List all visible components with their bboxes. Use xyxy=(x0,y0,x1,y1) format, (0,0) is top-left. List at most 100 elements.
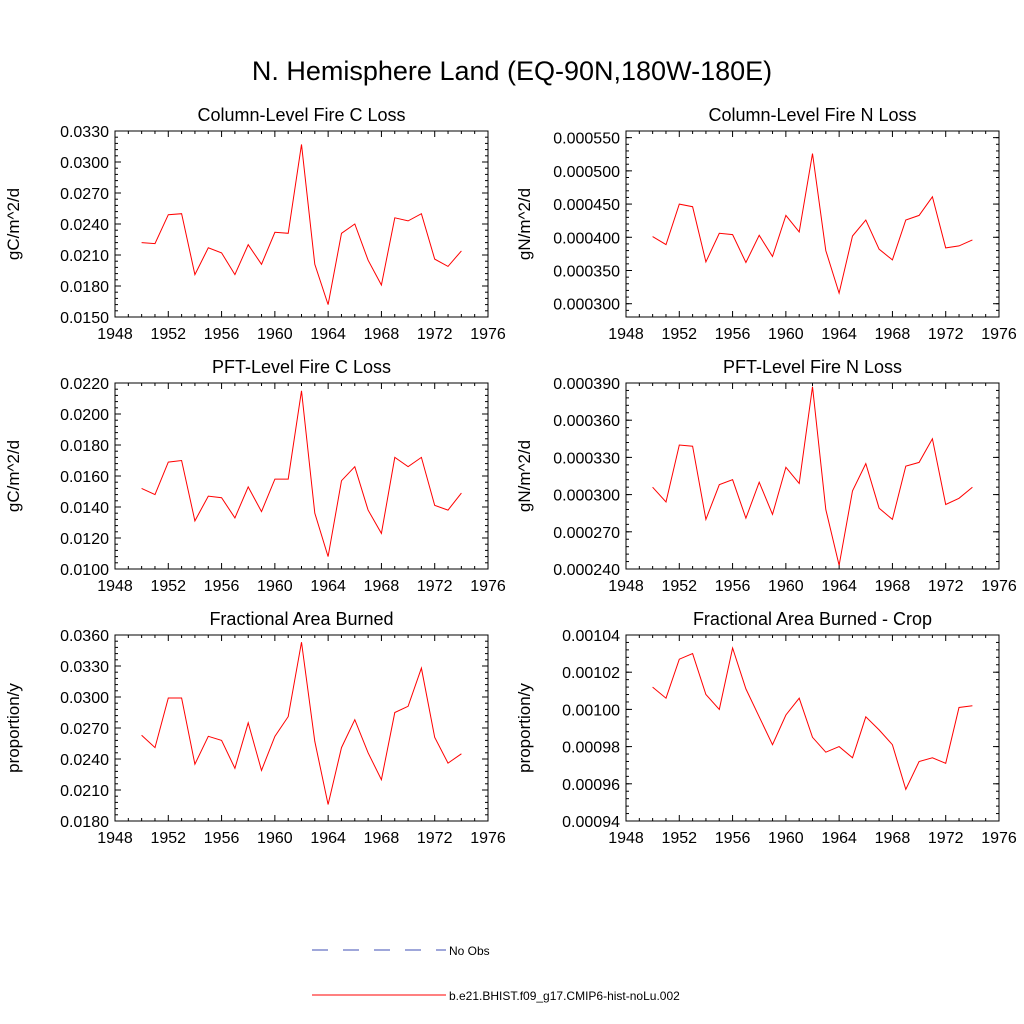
x-tick-label: 1972 xyxy=(417,326,453,343)
y-tick-label: 0.000400 xyxy=(553,230,620,247)
y-tick-label: 0.000300 xyxy=(553,297,620,314)
y-tick-label: 0.00098 xyxy=(562,740,620,757)
y-axis-label: proportion/y xyxy=(4,683,23,773)
y-tick-label: 0.000270 xyxy=(553,525,620,542)
x-tick-label: 1948 xyxy=(608,326,644,343)
x-tick-label: 1976 xyxy=(981,578,1017,595)
panel-6: 1948 1952 1956 1960 1964 1968 1972 1976 0.00094 0… xyxy=(515,609,1017,847)
y-axis-label: gN/m^2/d xyxy=(515,440,534,512)
x-tick-label: 1964 xyxy=(310,830,346,847)
y-tick-label: 0.0160 xyxy=(60,469,109,486)
panel-2: 1948 1952 1956 1960 1964 1968 1972 1976 0.000300… xyxy=(515,105,1017,343)
y-tick-label: 0.0200 xyxy=(60,407,109,424)
series-line xyxy=(652,386,973,566)
x-tick-label: 1976 xyxy=(470,326,506,343)
x-tick-label: 1972 xyxy=(928,326,964,343)
y-tick-label: 0.0270 xyxy=(60,186,109,203)
x-tick-label: 1960 xyxy=(768,326,804,343)
x-tick-label: 1960 xyxy=(768,578,804,595)
x-tick-label: 1956 xyxy=(204,830,240,847)
x-tick-label: 1972 xyxy=(417,578,453,595)
panel-title: Fractional Area Burned xyxy=(209,609,393,629)
x-tick-label: 1952 xyxy=(661,326,697,343)
y-tick-label: 0.0180 xyxy=(60,279,109,296)
y-axis-label: gC/m^2/d xyxy=(4,440,23,512)
y-tick-label: 0.000360 xyxy=(553,413,620,430)
x-tick-label: 1976 xyxy=(470,578,506,595)
x-tick-label: 1948 xyxy=(608,578,644,595)
y-tick-label: 0.000500 xyxy=(553,164,620,181)
x-tick-label: 1952 xyxy=(661,830,697,847)
panel-1: 1948 1952 1956 1960 1964 1968 1972 1976 0.0150 0.… xyxy=(4,105,506,343)
x-tick-label: 1972 xyxy=(928,830,964,847)
y-tick-label: 0.0210 xyxy=(60,783,109,800)
x-tick-label: 1948 xyxy=(97,326,133,343)
x-tick-label: 1976 xyxy=(470,830,506,847)
y-tick-label: 0.0240 xyxy=(60,217,109,234)
x-tick-label: 1960 xyxy=(257,830,293,847)
x-tick-label: 1968 xyxy=(364,326,400,343)
x-tick-label: 1976 xyxy=(981,326,1017,343)
y-tick-label: 0.000450 xyxy=(553,197,620,214)
y-tick-label: 0.0120 xyxy=(60,531,109,548)
x-tick-label: 1972 xyxy=(417,830,453,847)
x-tick-label: 1956 xyxy=(204,578,240,595)
x-tick-label: 1968 xyxy=(364,578,400,595)
x-tick-label: 1964 xyxy=(310,578,346,595)
x-tick-label: 1948 xyxy=(97,830,133,847)
panel-title: Column-Level Fire N Loss xyxy=(708,105,916,125)
x-tick-label: 1968 xyxy=(875,830,911,847)
y-tick-label: 0.000330 xyxy=(553,450,620,467)
y-tick-label: 0.0220 xyxy=(60,376,109,393)
x-tick-label: 1956 xyxy=(715,578,751,595)
y-tick-label: 0.0300 xyxy=(60,155,109,172)
x-tick-label: 1968 xyxy=(875,326,911,343)
y-tick-label: 0.0140 xyxy=(60,500,109,517)
panel-5: 1948 1952 1956 1960 1964 1968 1972 1976 0.0180 0.… xyxy=(4,609,506,847)
x-tick-label: 1960 xyxy=(768,830,804,847)
y-tick-label: 0.000350 xyxy=(553,264,620,281)
x-tick-label: 1976 xyxy=(981,830,1017,847)
x-tick-label: 1964 xyxy=(821,830,857,847)
y-tick-label: 0.0100 xyxy=(60,562,109,579)
x-tick-label: 1952 xyxy=(150,830,186,847)
x-tick-label: 1952 xyxy=(150,578,186,595)
x-tick-label: 1968 xyxy=(875,578,911,595)
y-tick-label: 0.000390 xyxy=(553,376,620,393)
y-tick-label: 0.0300 xyxy=(60,690,109,707)
x-tick-label: 1952 xyxy=(661,578,697,595)
x-tick-label: 1956 xyxy=(204,326,240,343)
y-axis-label: gN/m^2/d xyxy=(515,188,534,260)
legend-label-no-obs: No Obs xyxy=(449,944,490,958)
legend-label-model: b.e21.BHIST.f09_g17.CMIP6-hist-noLu.002 xyxy=(449,989,680,1003)
x-tick-label: 1960 xyxy=(257,578,293,595)
panel-title: Column-Level Fire C Loss xyxy=(197,105,405,125)
y-tick-label: 0.00104 xyxy=(562,628,620,645)
y-axis-label: proportion/y xyxy=(515,683,534,773)
panel-title: PFT-Level Fire C Loss xyxy=(212,357,391,377)
y-tick-label: 0.0150 xyxy=(60,310,109,327)
series-line xyxy=(652,153,973,295)
series-line xyxy=(141,144,462,305)
x-tick-label: 1960 xyxy=(257,326,293,343)
y-tick-label: 0.0180 xyxy=(60,814,109,831)
y-tick-label: 0.00096 xyxy=(562,777,620,794)
series-line xyxy=(141,390,462,557)
y-axis-label: gC/m^2/d xyxy=(4,188,23,260)
y-tick-label: 0.0240 xyxy=(60,752,109,769)
x-tick-label: 1964 xyxy=(821,326,857,343)
y-tick-label: 0.00100 xyxy=(562,702,620,719)
y-tick-label: 0.00094 xyxy=(562,814,620,831)
x-tick-label: 1956 xyxy=(715,326,751,343)
x-tick-label: 1972 xyxy=(928,578,964,595)
x-tick-label: 1948 xyxy=(97,578,133,595)
y-tick-label: 0.000240 xyxy=(553,562,620,579)
y-tick-label: 0.000300 xyxy=(553,488,620,505)
y-tick-label: 0.0330 xyxy=(60,124,109,141)
y-tick-label: 0.0330 xyxy=(60,659,109,676)
y-tick-label: 0.00102 xyxy=(562,665,620,682)
y-tick-label: 0.0270 xyxy=(60,721,109,738)
panel-3: 1948 1952 1956 1960 1964 1968 1972 1976 0.0100 0.… xyxy=(4,357,506,595)
